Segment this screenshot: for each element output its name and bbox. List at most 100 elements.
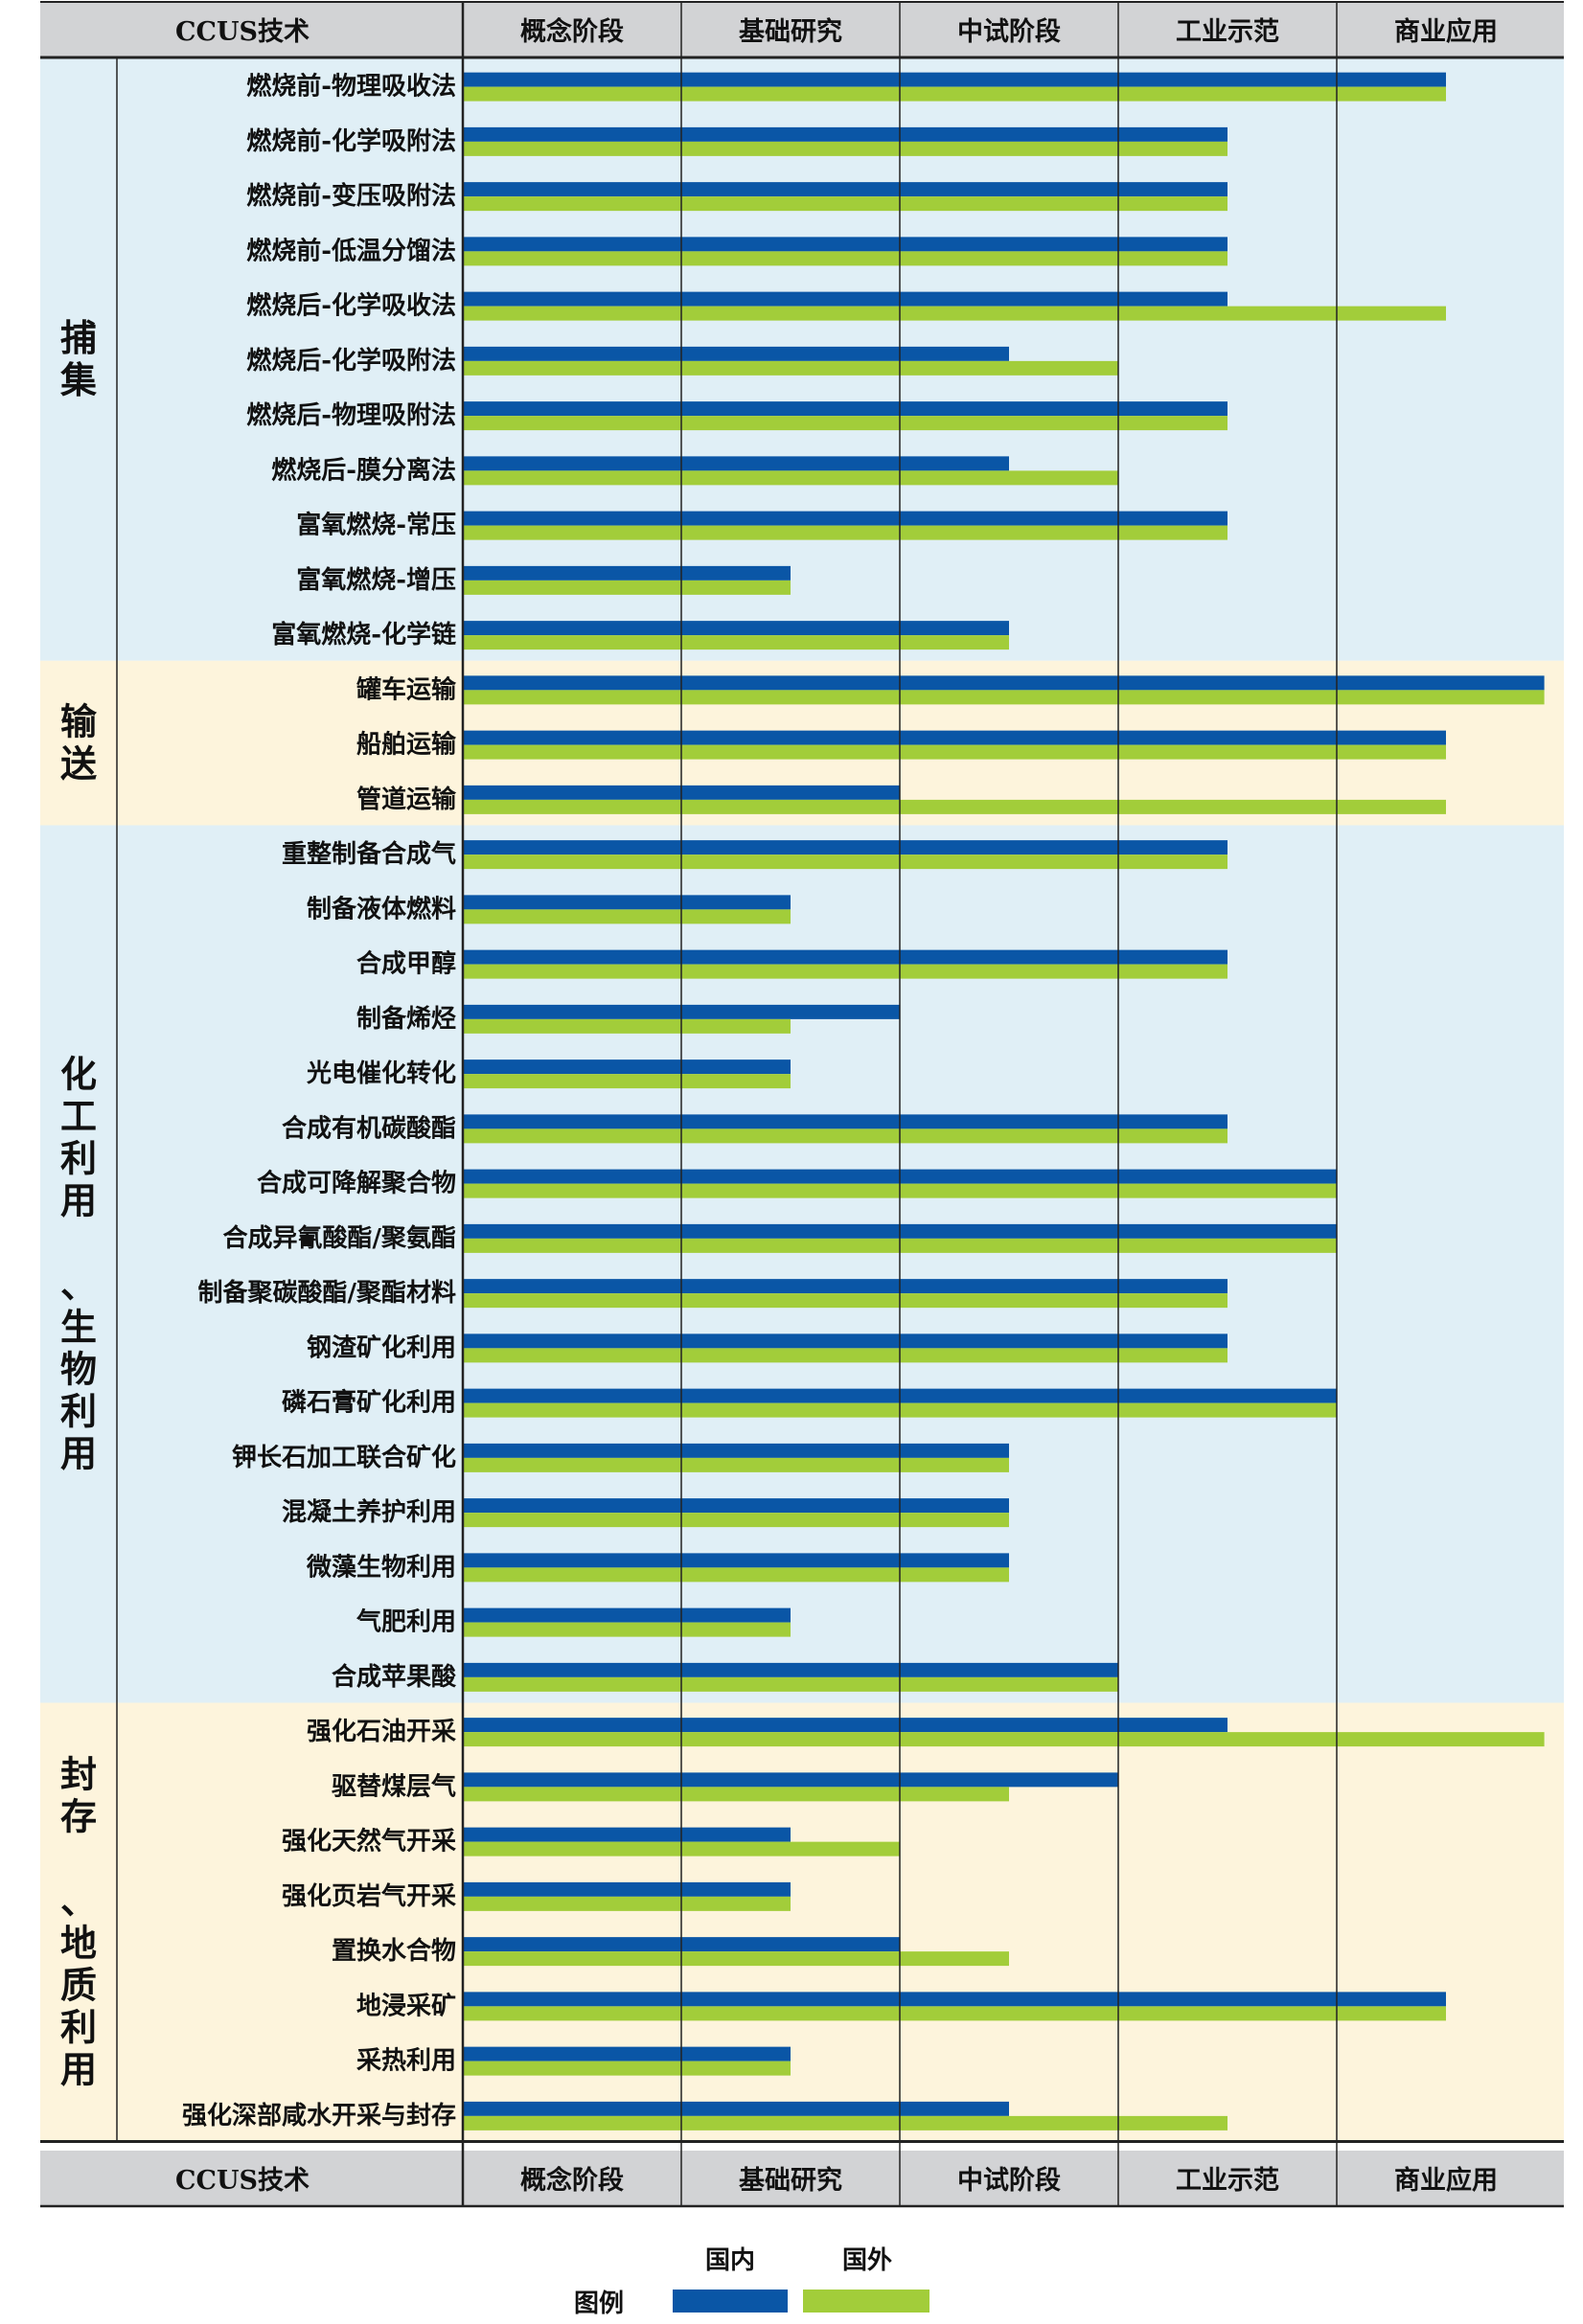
legend-title: 图例	[574, 2290, 624, 2318]
row-label: 强化页岩气开采	[282, 1881, 456, 1911]
bar-foreign	[463, 1676, 1118, 1692]
bar-foreign	[463, 525, 1227, 540]
row-label: 重整制备合成气	[282, 839, 456, 869]
bar-foreign	[463, 1951, 1009, 1967]
footer-stage-concept: 概念阶段	[520, 2165, 624, 2196]
row-label: 燃烧后-化学吸收法	[246, 291, 456, 321]
group-label-3: 封存 、地质利用	[60, 1753, 97, 2091]
bar-foreign	[463, 306, 1446, 321]
row-label: 驱替煤层气	[332, 1771, 456, 1801]
bar-domestic	[463, 291, 1227, 307]
group-label-0: 捕集	[59, 316, 97, 401]
bar-foreign	[463, 580, 791, 595]
group-label-2: 化工利用 、生物利用	[60, 1053, 97, 1475]
bar-foreign	[463, 964, 1227, 979]
bar-domestic	[463, 1553, 1009, 1568]
bar-domestic	[463, 2046, 791, 2062]
header-stage-commercial: 商业应用	[1394, 16, 1498, 47]
row-label: 采热利用	[356, 2047, 456, 2076]
bar-domestic	[463, 565, 791, 581]
bar-foreign	[463, 1787, 1009, 1802]
row-label: 合成有机碳酸酯	[282, 1113, 456, 1143]
footer-stage-industrial-demo: 工业示范	[1176, 2166, 1279, 2196]
group-label-1: 输送	[60, 700, 98, 786]
row-label: 燃烧前-化学吸附法	[246, 126, 456, 156]
footer-row: CCUS技术 概念阶段 基础研究 中试阶段 工业示范 商业应用	[175, 2165, 1498, 2196]
bar-foreign	[463, 744, 1446, 760]
legend-foreign-label: 国外	[842, 2246, 892, 2275]
bar-domestic	[463, 1881, 791, 1897]
bar-domestic	[463, 346, 1009, 361]
bar-domestic	[463, 401, 1227, 417]
row-label: 混凝土养护利用	[282, 1497, 456, 1527]
legend-domestic-label: 国内	[705, 2246, 755, 2275]
bar-domestic	[463, 511, 1227, 526]
row-label: 微藻生物利用	[306, 1552, 456, 1582]
bar-foreign	[463, 470, 1118, 486]
bar-foreign	[463, 1567, 1009, 1583]
bar-domestic	[463, 1827, 791, 1842]
header-tech-label: CCUS技术	[175, 17, 310, 47]
bar-foreign	[463, 1293, 1227, 1309]
row-label: 燃烧前-物理吸收法	[246, 72, 456, 102]
bar-foreign	[463, 635, 1009, 650]
bar-domestic	[463, 895, 791, 910]
bar-domestic	[463, 1114, 1227, 1129]
row-label: 合成异氰酸酯/聚氨酯	[223, 1223, 457, 1253]
bar-domestic	[463, 1059, 791, 1075]
legend-domestic-swatch	[673, 2290, 788, 2313]
bar-foreign	[463, 2061, 791, 2076]
row-label: 燃烧前-变压吸附法	[246, 181, 456, 211]
row-label: 光电催化转化	[306, 1059, 456, 1088]
header-bar	[40, 2, 1564, 57]
bar-foreign	[463, 1896, 791, 1911]
bar-domestic	[463, 675, 1545, 691]
bar-domestic	[463, 1333, 1227, 1349]
row-label: 合成甲醇	[356, 949, 456, 979]
row-label: 富氧燃烧-增压	[296, 565, 456, 595]
group-band-3	[40, 1702, 1564, 2142]
row-labels: 燃烧前-物理吸收法燃烧前-化学吸附法燃烧前-变压吸附法燃烧前-低温分馏法燃烧后-…	[182, 72, 457, 2130]
bar-domestic	[463, 730, 1446, 745]
bar-foreign	[463, 1622, 791, 1637]
row-label: 置换水合物	[332, 1936, 456, 1966]
legend-foreign-swatch	[803, 2290, 929, 2313]
bar-domestic	[463, 1498, 1009, 1514]
bar-foreign	[463, 799, 1446, 814]
header-stage-pilot: 中试阶段	[957, 17, 1061, 47]
row-label: 管道运输	[356, 785, 457, 814]
footer-bar	[40, 2151, 1564, 2206]
bar-domestic	[463, 1443, 1009, 1458]
bar-domestic	[463, 1279, 1227, 1294]
bar-foreign	[463, 1074, 791, 1089]
row-label: 气肥利用	[356, 1607, 456, 1637]
header-stage-basic-research: 基础研究	[739, 16, 842, 47]
row-label: 制备液体燃料	[307, 895, 456, 923]
bar-foreign	[463, 854, 1227, 870]
legend: 国内 国外 图例	[574, 2246, 929, 2318]
footer-stage-pilot: 中试阶段	[957, 2166, 1061, 2196]
header-stage-concept: 概念阶段	[520, 16, 624, 47]
bar-foreign	[463, 251, 1227, 266]
bar-foreign	[463, 1732, 1545, 1747]
grid-lines	[40, 1, 1564, 2208]
bar-domestic	[463, 1772, 1118, 1788]
row-label: 燃烧后-物理吸附法	[246, 401, 456, 430]
bar-domestic	[463, 182, 1227, 197]
row-label: 富氧燃烧-化学链	[271, 620, 456, 649]
bar-domestic	[463, 840, 1227, 855]
footer-tech-label: CCUS技术	[175, 2166, 310, 2196]
bar-domestic	[463, 1662, 1118, 1677]
bar-domestic	[463, 949, 1227, 965]
footer-stage-commercial: 商业应用	[1394, 2165, 1498, 2196]
row-label: 钾长石加工联合矿化	[232, 1443, 456, 1472]
footer-stage-basic-research: 基础研究	[739, 2165, 842, 2196]
bar-domestic	[463, 126, 1227, 142]
row-label: 强化深部咸水开采与封存	[182, 2102, 456, 2130]
bar-foreign	[463, 2115, 1227, 2130]
bar-domestic	[463, 72, 1446, 87]
bar-foreign	[463, 141, 1227, 156]
row-label: 燃烧后-化学吸附法	[246, 346, 456, 376]
